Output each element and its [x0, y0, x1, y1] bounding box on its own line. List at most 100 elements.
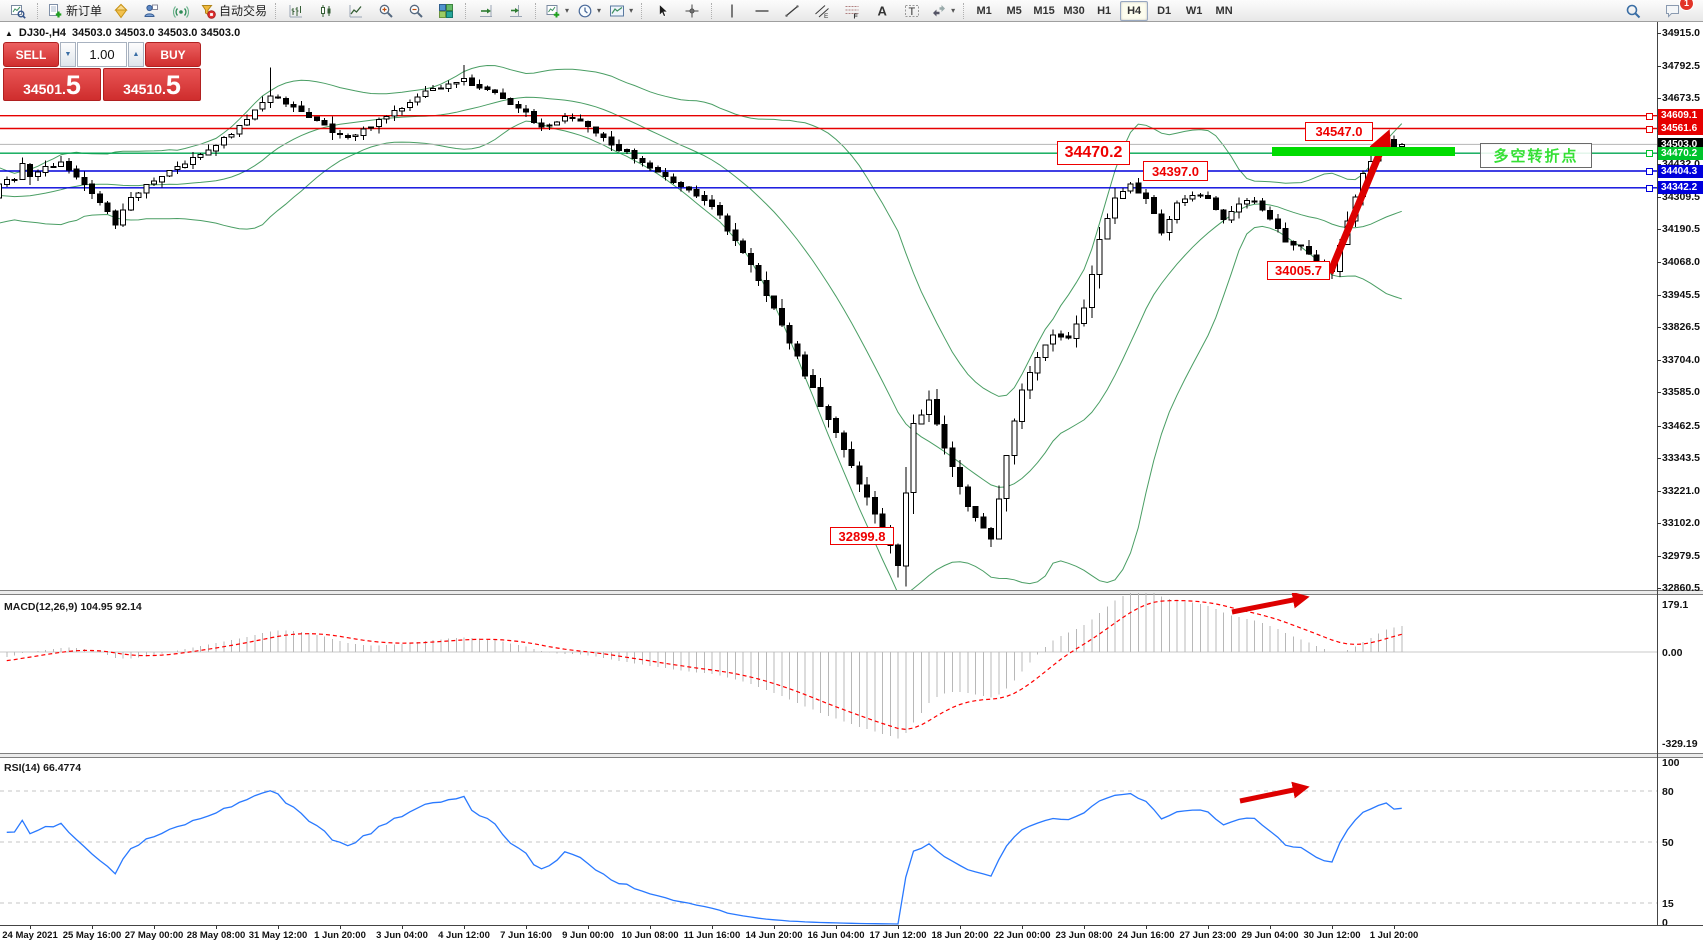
time-axis-label[interactable]: 10 Jun 08:00: [621, 930, 679, 941]
bars-chart-button[interactable]: [281, 0, 311, 22]
volume-input[interactable]: 1.00: [77, 42, 127, 67]
price-axis-tick-label[interactable]: 33221.0: [1662, 485, 1700, 497]
time-axis-label[interactable]: 1 Jun 20:00: [314, 930, 366, 941]
timeframe-m1-button[interactable]: M1: [976, 4, 992, 17]
fibonacci-button[interactable]: F: [837, 0, 867, 22]
time-axis-label[interactable]: 4 Jun 12:00: [438, 930, 490, 941]
hline-button[interactable]: [747, 0, 777, 22]
trend-arrow[interactable]: [1239, 781, 1310, 804]
time-axis-label[interactable]: 24 Jun 16:00: [1117, 930, 1175, 941]
time-axis-label[interactable]: 3 Jun 04:00: [376, 930, 428, 941]
price-axis-tick-label[interactable]: 33102.0: [1662, 517, 1700, 529]
highlight-zone-rect[interactable]: [1272, 147, 1455, 156]
price-axis-tick-label[interactable]: 34190.5: [1662, 223, 1700, 235]
rsi-pane[interactable]: [0, 757, 1703, 925]
bollinger-band-line[interactable]: [0, 64, 1403, 397]
price-annotation-label[interactable]: 34005.7: [1267, 261, 1330, 280]
time-axis-label[interactable]: 9 Jun 00:00: [562, 930, 614, 941]
price-annotation-label[interactable]: 34547.0: [1305, 122, 1373, 141]
line-handle[interactable]: [1646, 113, 1653, 120]
chevron-down-icon[interactable]: ▾: [597, 6, 602, 15]
timeframe-m30-button[interactable]: M30: [1063, 4, 1085, 17]
time-axis-label[interactable]: 11 Jun 16:00: [683, 930, 741, 941]
price-axis-tick-label[interactable]: 34309.5: [1662, 191, 1700, 203]
sell-price-display[interactable]: 34501. 5: [3, 68, 101, 101]
chevron-down-icon[interactable]: ▾: [951, 6, 956, 15]
zoom-in-button[interactable]: [371, 0, 401, 22]
chevron-down-icon[interactable]: ▾: [629, 6, 634, 15]
trend-arrow[interactable]: [1231, 593, 1310, 615]
time-axis-label[interactable]: 25 May 16:00: [62, 930, 122, 941]
line-handle[interactable]: [1646, 168, 1653, 175]
autotrading-button[interactable]: 自动交易: [196, 0, 271, 22]
timeframe-w1-button[interactable]: W1: [1185, 4, 1203, 17]
rsi-axis-label[interactable]: 15: [1662, 898, 1674, 910]
metaquotes-button[interactable]: [106, 0, 136, 22]
chat-button[interactable]: 1: [1658, 0, 1694, 22]
time-axis-label[interactable]: 16 Jun 04:00: [807, 930, 865, 941]
price-annotation-label[interactable]: 34397.0: [1143, 161, 1208, 181]
vline-button[interactable]: [717, 0, 747, 22]
line-chart-button[interactable]: [341, 0, 371, 22]
text-button[interactable]: A: [867, 0, 897, 22]
price-axis-tick-label[interactable]: 34915.0: [1662, 27, 1700, 39]
price-axis-tick-label[interactable]: 34068.0: [1662, 256, 1700, 268]
arrows-button[interactable]: ▾: [927, 0, 959, 22]
candlesticks[interactable]: [0, 64, 1405, 587]
line-handle[interactable]: [1646, 126, 1653, 133]
bollinger-band-line[interactable]: [0, 120, 1402, 590]
chart-shift-button[interactable]: [501, 0, 531, 22]
channel-button[interactable]: E: [807, 0, 837, 22]
auto-scroll-button[interactable]: [471, 0, 501, 22]
profile-button[interactable]: [136, 0, 166, 22]
time-axis-label[interactable]: 7 Jun 16:00: [500, 930, 552, 941]
rsi-axis-label[interactable]: 0: [1662, 917, 1668, 929]
price-axis-tick-label[interactable]: 33585.0: [1662, 386, 1700, 398]
trend-arrow[interactable]: [1326, 129, 1392, 275]
price-axis-tick-label[interactable]: 32979.5: [1662, 550, 1700, 562]
time-axis-label[interactable]: 14 Jun 20:00: [745, 930, 803, 941]
line-handle[interactable]: [1646, 185, 1653, 192]
time-axis-label[interactable]: 31 May 12:00: [248, 930, 308, 941]
chart-window[interactable]: ▲ DJ30-,H4 34503.0 34503.0 34503.0 34503…: [0, 22, 1703, 944]
zone-text-label[interactable]: 多空转折点: [1480, 143, 1592, 168]
macd-axis-label[interactable]: 0.00: [1662, 647, 1683, 659]
time-axis-label[interactable]: 1 Jul 20:00: [1369, 930, 1419, 941]
time-axis-label[interactable]: 22 Jun 00:00: [993, 930, 1051, 941]
chevron-down-icon[interactable]: ▾: [565, 6, 570, 15]
price-axis-tick-label[interactable]: 33704.0: [1662, 354, 1700, 366]
price-axis-tick-label[interactable]: 34673.5: [1662, 92, 1700, 104]
volume-decrease-button[interactable]: ▼: [60, 42, 76, 67]
macd-axis-label[interactable]: -329.19: [1662, 738, 1698, 750]
time-axis-label[interactable]: 23 Jun 08:00: [1055, 930, 1113, 941]
main-chart-pane[interactable]: [0, 22, 1703, 590]
buy-price-display[interactable]: 34510. 5: [103, 68, 201, 101]
zoom-out-button[interactable]: [401, 0, 431, 22]
time-axis-label[interactable]: 30 Jun 12:00: [1303, 930, 1361, 941]
cursor-button[interactable]: [647, 0, 677, 22]
price-axis-tick-label[interactable]: 32860.5: [1662, 582, 1700, 594]
rsi-axis-label[interactable]: 50: [1662, 837, 1674, 849]
pane-divider-macd[interactable]: [0, 590, 1703, 595]
timeframe-m5-button[interactable]: M5: [1006, 4, 1022, 17]
buy-button[interactable]: BUY: [145, 42, 201, 67]
price-annotation-label[interactable]: 32899.8: [830, 527, 894, 545]
collapse-icon[interactable]: ▲: [5, 28, 13, 38]
timeframe-mn-button[interactable]: MN: [1215, 4, 1233, 17]
price-axis-tick-label[interactable]: 33343.5: [1662, 452, 1700, 464]
time-axis-label[interactable]: 24 May 2021: [2, 930, 58, 941]
pane-divider-rsi[interactable]: [0, 753, 1703, 758]
rsi-axis-label[interactable]: 100: [1662, 757, 1680, 769]
timeframe-d1-button[interactable]: D1: [1157, 4, 1172, 17]
price-axis-tick-label[interactable]: 33826.5: [1662, 321, 1700, 333]
time-axis[interactable]: 24 May 2021 25 May 16:00 27 May 00:00 28 Ma…: [0, 925, 1703, 944]
new-chart-button[interactable]: ▾: [541, 0, 573, 22]
chart-search-button[interactable]: [3, 0, 33, 22]
crosshair-button[interactable]: [677, 0, 707, 22]
time-axis-label[interactable]: 17 Jun 12:00: [869, 930, 927, 941]
macd-pane[interactable]: [0, 593, 1703, 753]
timeframe-h1-button[interactable]: H1: [1097, 4, 1112, 17]
volume-increase-button[interactable]: ▲: [128, 42, 144, 67]
search-button[interactable]: [1618, 0, 1648, 22]
bollinger-band-line[interactable]: [0, 96, 1402, 488]
